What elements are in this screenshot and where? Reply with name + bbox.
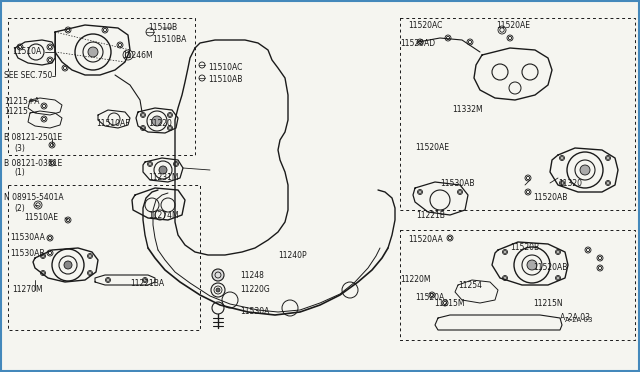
Text: 11530AB: 11530AB — [440, 179, 474, 187]
Text: 11530AA: 11530AA — [10, 234, 45, 243]
Text: 11530AB: 11530AB — [10, 248, 45, 257]
Text: 11510B: 11510B — [148, 23, 177, 32]
Text: 11510AB: 11510AB — [208, 76, 243, 84]
Text: 11520AB: 11520AB — [533, 193, 568, 202]
Text: A-2A 03: A-2A 03 — [565, 317, 593, 323]
Text: 11220M: 11220M — [400, 276, 431, 285]
Circle shape — [64, 261, 72, 269]
Text: 11248: 11248 — [240, 270, 264, 279]
Text: 11221BA: 11221BA — [130, 279, 164, 288]
Text: 11274M: 11274M — [148, 211, 179, 219]
Text: B 08121-2501E: B 08121-2501E — [4, 134, 62, 142]
Circle shape — [216, 288, 220, 292]
Circle shape — [527, 260, 537, 270]
Text: 11221B: 11221B — [416, 211, 445, 219]
Text: 11246M: 11246M — [122, 51, 152, 60]
Text: 11520AB: 11520AB — [533, 263, 568, 273]
Text: B 08121-0351E: B 08121-0351E — [4, 158, 62, 167]
Text: 11320: 11320 — [558, 179, 582, 187]
Text: 11332M: 11332M — [452, 106, 483, 115]
Circle shape — [88, 47, 98, 57]
Circle shape — [159, 166, 167, 174]
Text: 11215+A: 11215+A — [4, 97, 40, 106]
Text: A-2A 03: A-2A 03 — [560, 314, 590, 323]
Text: 11530A: 11530A — [240, 308, 269, 317]
Text: (2): (2) — [14, 203, 25, 212]
Text: N 08915-5401A: N 08915-5401A — [4, 193, 63, 202]
Text: 11240P: 11240P — [278, 250, 307, 260]
Text: 11510AE: 11510AE — [24, 214, 58, 222]
Text: 11220: 11220 — [148, 119, 172, 128]
Text: 11231M: 11231M — [148, 173, 179, 183]
Text: 11520AA: 11520AA — [408, 235, 443, 244]
Text: 11520AE: 11520AE — [415, 144, 449, 153]
Text: SEE SEC.750: SEE SEC.750 — [4, 71, 52, 80]
Text: 11510AC: 11510AC — [208, 64, 243, 73]
Text: 11215M: 11215M — [434, 298, 465, 308]
Text: 11520AD: 11520AD — [400, 38, 435, 48]
Text: 11510AF: 11510AF — [96, 119, 130, 128]
Circle shape — [580, 165, 590, 175]
Text: 11270M: 11270M — [12, 285, 43, 295]
Text: 11220G: 11220G — [240, 285, 269, 295]
Text: 11520AC: 11520AC — [408, 20, 442, 29]
Text: (1): (1) — [14, 169, 25, 177]
Text: 11215: 11215 — [4, 108, 28, 116]
Text: 11520B: 11520B — [510, 244, 539, 253]
Text: 11510BA: 11510BA — [152, 35, 186, 45]
Text: 11510A: 11510A — [12, 48, 41, 57]
Circle shape — [212, 269, 224, 281]
Text: 11520AE: 11520AE — [496, 20, 530, 29]
Text: (3): (3) — [14, 144, 25, 153]
Text: 11215N: 11215N — [533, 298, 563, 308]
Circle shape — [152, 116, 162, 126]
Text: 11520A: 11520A — [415, 294, 444, 302]
Text: 11254: 11254 — [458, 280, 482, 289]
